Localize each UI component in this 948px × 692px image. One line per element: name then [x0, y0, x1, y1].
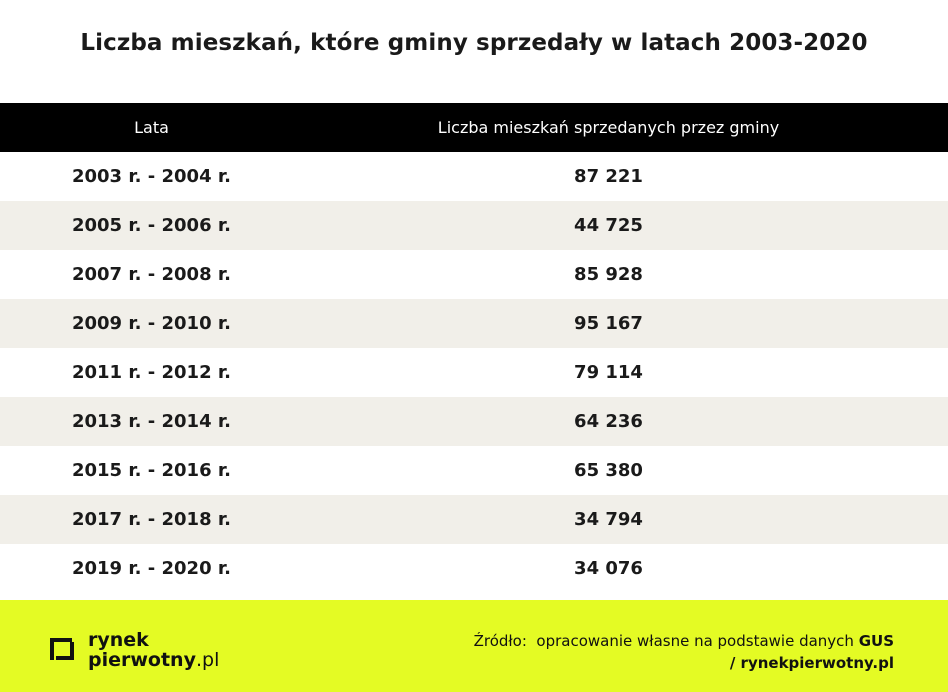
logo-line2-tld: .pl: [195, 649, 220, 671]
spacer-cell: [914, 397, 948, 446]
logo-wordmark: rynek pierwotny.pl: [88, 630, 219, 670]
data-table: Lata Liczba mieszkań sprzedanych przez g…: [0, 103, 948, 593]
table-row: 2013 r. - 2014 r. 64 236: [0, 397, 948, 446]
spacer-cell: [914, 495, 948, 544]
table-body: 2003 r. - 2004 r. 87 221 2005 r. - 2006 r.…: [0, 152, 948, 593]
value-cell: 85 928: [303, 250, 914, 299]
column-header-count: Liczba mieszkań sprzedanych przez gminy: [303, 103, 914, 152]
table-row: 2011 r. - 2012 r. 79 114: [0, 348, 948, 397]
spacer-cell: [914, 299, 948, 348]
spacer-cell: [914, 446, 948, 495]
logo-line2: pierwotny.pl: [88, 650, 219, 670]
column-header-spacer: [914, 103, 948, 152]
period-cell: 2007 r. - 2008 r.: [0, 250, 303, 299]
value-cell: 34 076: [303, 544, 914, 593]
logo-line2-main: pierwotny: [88, 649, 196, 671]
period-cell: 2011 r. - 2012 r.: [0, 348, 303, 397]
table-row: 2015 r. - 2016 r. 65 380: [0, 446, 948, 495]
table-row: 2017 r. - 2018 r. 34 794: [0, 495, 948, 544]
page-title: Liczba mieszkań, które gminy sprzedały w…: [80, 30, 868, 56]
spacer-cell: [914, 544, 948, 593]
value-cell: 87 221: [303, 152, 914, 201]
period-cell: 2019 r. - 2020 r.: [0, 544, 303, 593]
value-cell: 79 114: [303, 348, 914, 397]
period-cell: 2005 r. - 2006 r.: [0, 201, 303, 250]
spacer-cell: [914, 348, 948, 397]
value-cell: 95 167: [303, 299, 914, 348]
source-note: Źródło: opracowanie własne na podstawie …: [474, 630, 894, 674]
source-prefix: Źródło: opracowanie własne na podstawie …: [473, 632, 859, 650]
table-row: 2005 r. - 2006 r. 44 725: [0, 201, 948, 250]
logo-line1: rynek: [88, 629, 149, 651]
period-cell: 2015 r. - 2016 r.: [0, 446, 303, 495]
table-row: 2003 r. - 2004 r. 87 221: [0, 152, 948, 201]
source-site: / rynekpierwotny.pl: [729, 654, 894, 672]
value-cell: 44 725: [303, 201, 914, 250]
period-cell: 2017 r. - 2018 r.: [0, 495, 303, 544]
footer: rynek pierwotny.pl Źródło: opracowanie w…: [0, 600, 948, 692]
value-cell: 65 380: [303, 446, 914, 495]
column-header-years: Lata: [0, 103, 303, 152]
bracket-square-logo-icon: [50, 638, 74, 660]
period-cell: 2003 r. - 2004 r.: [0, 152, 303, 201]
source-line1: Źródło: opracowanie własne na podstawie …: [474, 630, 894, 652]
spacer-cell: [914, 152, 948, 201]
table-row: 2009 r. - 2010 r. 95 167: [0, 299, 948, 348]
period-cell: 2009 r. - 2010 r.: [0, 299, 303, 348]
value-cell: 34 794: [303, 495, 914, 544]
spacer-cell: [914, 201, 948, 250]
spacer-cell: [914, 250, 948, 299]
table-row: 2019 r. - 2020 r. 34 076: [0, 544, 948, 593]
table-header-row: Lata Liczba mieszkań sprzedanych przez g…: [0, 103, 948, 152]
value-cell: 64 236: [303, 397, 914, 446]
period-cell: 2013 r. - 2014 r.: [0, 397, 303, 446]
source-bold: GUS: [858, 632, 894, 650]
table-row: 2007 r. - 2008 r. 85 928: [0, 250, 948, 299]
